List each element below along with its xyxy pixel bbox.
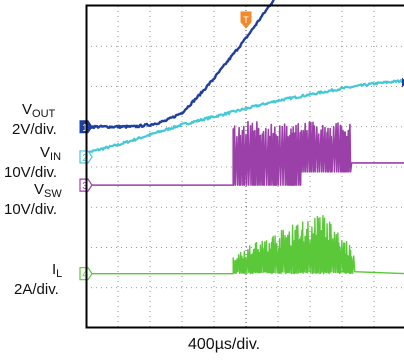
channel-marker-number: 2 [82, 153, 88, 164]
vsw-name-main: V [34, 181, 45, 198]
il-trace [86, 215, 404, 275]
chart-traces [84, 0, 404, 275]
vsw-label: VSW [34, 182, 62, 200]
vin-name-main: V [40, 144, 51, 161]
vsw-trace [86, 120, 404, 186]
channel-marker-number: 3 [82, 181, 88, 192]
il-scale: 2A/div. [14, 281, 59, 298]
x-axis-label: 400µs/div. [188, 336, 261, 353]
vout-label: VOUT [22, 102, 55, 120]
vsw-scale: 10V/div. [4, 201, 58, 218]
trigger-marker-shape [240, 11, 252, 29]
vin-trace [84, 78, 404, 155]
channel-marker-number: 4 [82, 270, 88, 281]
plot-frame [85, 4, 404, 329]
vin-scale: 10V/div. [4, 164, 58, 181]
channel-marker-number: 1 [82, 123, 88, 134]
vsw-name-sub: SW [44, 188, 62, 200]
trigger-marker: T [240, 11, 252, 29]
il-name-sub: L [56, 268, 63, 280]
vout-trace [84, 0, 275, 130]
il-label: IL [52, 262, 62, 280]
trigger-marker-letter: T [243, 15, 249, 25]
vout-name-sub: OUT [32, 108, 56, 120]
vout-name-main: V [22, 101, 33, 118]
vin-name-sub: IN [50, 151, 62, 163]
vout-scale: 2V/div. [12, 121, 57, 138]
vin-label: VIN [40, 145, 61, 163]
il-name-main: I [52, 261, 57, 278]
